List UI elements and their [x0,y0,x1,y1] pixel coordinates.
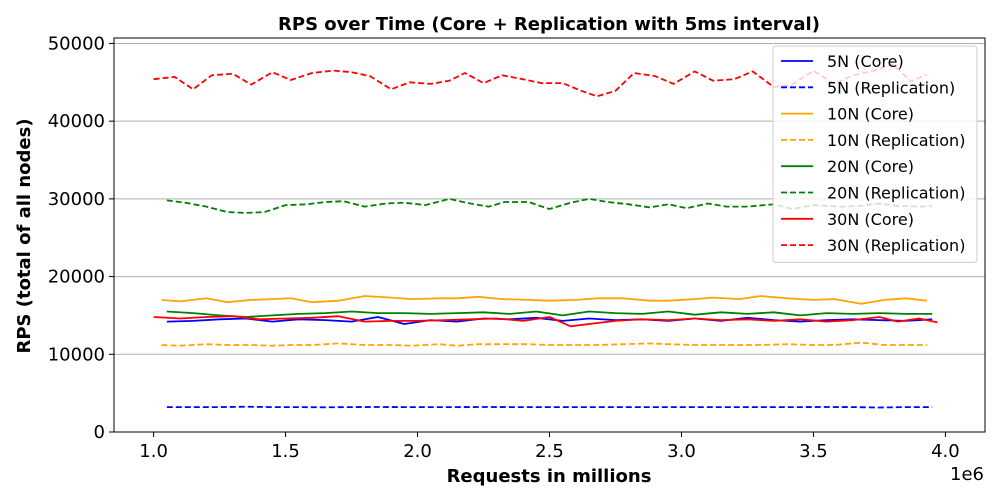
x-tick-label: 2.5 [535,441,564,462]
legend-label: 10N (Replication) [827,131,965,150]
x-tick-label: 1.0 [139,441,168,462]
legend-box [772,45,978,263]
series-line-5n-replication [166,405,933,409]
y-tick-label: 50000 [48,33,105,54]
x-axis-label: Requests in millions [447,466,652,487]
x-tick-label: 3.0 [667,441,696,462]
x-axis-offset-text: 1e6 [950,464,984,485]
y-axis-label: RPS (total of all nodes) [14,118,35,353]
legend-label: 20N (Replication) [827,184,965,203]
x-tick-label: 2.0 [403,441,432,462]
y-tick-label: 30000 [48,189,105,210]
chart-title: RPS over Time (Core + Replication with 5… [278,14,820,35]
x-axis-ticks: 1.0 1.5 2.0 2.5 3.0 3.5 4.0 [139,432,960,462]
y-tick-label: 10000 [48,344,105,365]
series-line-30n-core [153,315,938,328]
legend-label: 30N (Replication) [827,236,965,255]
legend-label: 10N (Core) [827,105,914,124]
series-line-10n-core [161,295,928,305]
x-tick-label: 4.0 [931,441,960,462]
y-tick-label: 20000 [48,267,105,288]
series-line-20n-core [166,310,933,318]
x-tick-label: 3.5 [799,441,828,462]
x-tick-label: 1.5 [271,441,300,462]
series-line-5n-core [166,316,933,325]
series-line-10n-replication [161,341,927,347]
legend-label: 30N (Core) [827,210,914,229]
legend: 5N (Core) 5N (Replication) 10N (Core) 10N (… [772,45,978,263]
legend-label: 5N (Replication) [827,78,955,97]
y-axis-ticks: 0 10000 20000 30000 40000 50000 [48,33,114,443]
legend-label: 5N (Core) [827,52,904,71]
y-tick-label: 40000 [48,111,105,132]
legend-label: 20N (Core) [827,157,914,176]
y-tick-label: 0 [94,422,105,443]
